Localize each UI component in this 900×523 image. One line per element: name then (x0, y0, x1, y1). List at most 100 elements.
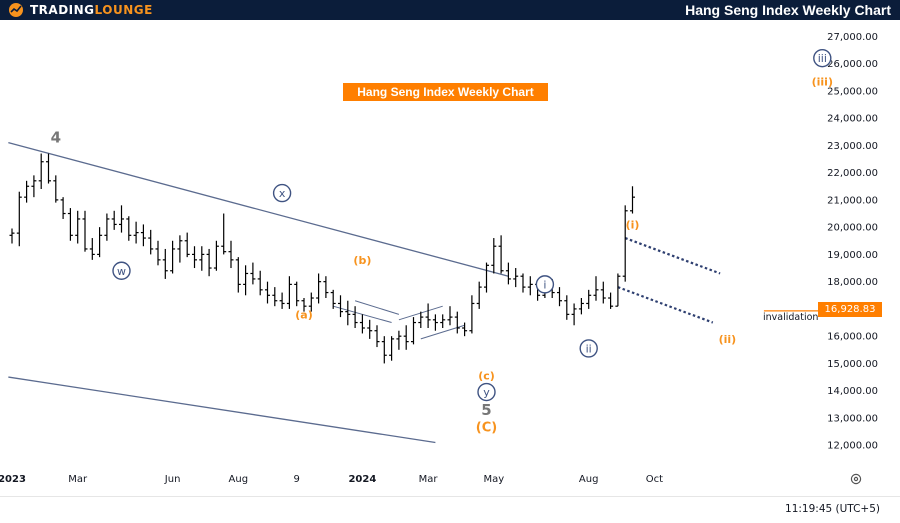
timezone-clock[interactable]: 11:19:45 (UTC+5) (785, 503, 880, 515)
ohlc-bar (469, 295, 475, 334)
ohlc-bar (301, 298, 307, 312)
bottom-toolbar: 11:19:45 (UTC+5) (0, 496, 900, 523)
ohlc-bar (221, 213, 227, 255)
ohlc-bar (67, 208, 73, 241)
ohlc-bar (31, 175, 37, 198)
wave-label-circle (579, 339, 598, 358)
y-tick-label: 23,000.00 (827, 141, 878, 152)
ohlc-bar (571, 303, 577, 326)
y-tick-label: 13,000.00 (827, 413, 878, 424)
ohlc-bar (53, 175, 59, 203)
ohlc-bar (447, 306, 453, 326)
ohlc-bar (104, 213, 110, 241)
ohlc-bar (418, 311, 424, 328)
wave-label-circle (477, 382, 496, 402)
ohlc-bar (600, 281, 606, 304)
x-tick-label: 2024 (348, 474, 376, 485)
x-tick-label: Oct (646, 474, 663, 485)
wave-label: (iii) (812, 75, 833, 88)
ohlc-bar (622, 205, 628, 282)
ohlc-bar (608, 292, 614, 309)
invalidation-label: invalidation (763, 312, 819, 323)
trend-line (617, 286, 714, 324)
ohlc-bar (374, 325, 380, 348)
y-tick-label: 20,000.00 (827, 223, 878, 234)
ohlc-bar (367, 319, 373, 339)
ohlc-bar (308, 292, 314, 312)
wave-label: (a) (295, 308, 312, 321)
x-tick-label: Jun (164, 474, 181, 485)
ohlc-bar (97, 227, 103, 258)
y-tick-label: 25,000.00 (827, 86, 878, 97)
x-tick-label: Mar (68, 474, 88, 485)
top-bar: TRADINGLOUNGE Hang Seng Index Weekly Cha… (0, 0, 900, 20)
current-price-label: 16,928.83 (818, 302, 882, 317)
ohlc-bar (338, 295, 343, 318)
chart-title-badge: Hang Seng Index Weekly Chart (343, 83, 548, 101)
ohlc-bar (279, 292, 285, 309)
y-tick-label: 19,000.00 (827, 250, 878, 261)
wave-label: w (117, 265, 126, 278)
wave-label: y (483, 386, 490, 399)
ohlc-bar (593, 276, 599, 301)
wave-label: (C) (476, 420, 497, 435)
x-tick-label: 2023 (0, 474, 26, 485)
ohlc-bar (403, 325, 409, 350)
ohlc-bar (24, 180, 30, 203)
ohlc-bar (235, 257, 241, 293)
wave-label: (b) (353, 254, 371, 267)
ohlc-bar (520, 273, 526, 293)
ohlc-bar (272, 287, 278, 307)
ohlc-bar (476, 281, 482, 309)
ohlc-bar (425, 303, 431, 328)
tradinglounge-logo: TRADINGLOUNGE (8, 2, 153, 18)
ohlc-bar (615, 273, 621, 307)
ohlc-bar (491, 238, 497, 274)
ohlc-bar (505, 262, 511, 285)
logo-mark-icon (9, 3, 23, 17)
header-title: Hang Seng Index Weekly Chart (685, 2, 891, 18)
ohlc-bar (206, 248, 212, 277)
logo-text-trading: TRADING (30, 3, 95, 17)
wave-label-circle (272, 183, 292, 203)
y-tick-label: 18,000.00 (827, 277, 878, 288)
settings-gear-icon[interactable] (850, 473, 862, 485)
ohlc-bar (119, 205, 124, 233)
x-tick-label: Aug (579, 474, 599, 485)
x-tick-label: Mar (419, 474, 439, 485)
ohlc-bar (389, 336, 395, 361)
y-tick-label: 26,000.00 (827, 59, 878, 70)
y-tick-label: 15,000.00 (827, 359, 878, 370)
ohlc-bar (140, 224, 146, 247)
ohlc-bar (484, 262, 489, 293)
ohlc-bar (170, 240, 176, 274)
ohlc-bar (177, 235, 183, 263)
ohlc-bar (155, 240, 161, 266)
ohlc-bar (133, 221, 139, 244)
y-tick-label: 24,000.00 (827, 114, 878, 125)
ohlc-bar (578, 298, 584, 315)
ohlc-bar (46, 153, 51, 184)
ohlc-bar (228, 240, 234, 269)
ohlc-bar (359, 314, 365, 334)
ohlc-bar (111, 210, 117, 230)
ohlc-bar (16, 191, 22, 247)
ohlc-bar (162, 248, 168, 279)
ohlc-bar (396, 330, 402, 350)
trend-line (624, 237, 721, 275)
wave-label-circle (535, 275, 555, 294)
wave-label: 4 (51, 129, 61, 147)
ohlc-bar (557, 287, 562, 307)
ohlc-bar (265, 281, 270, 304)
ohlc-bar (381, 336, 387, 364)
ohlc-bar (352, 306, 358, 328)
ohlc-bar (286, 276, 292, 309)
ohlc-bar (192, 246, 197, 269)
ohlc-bar (330, 289, 336, 309)
ohlc-bar (82, 210, 88, 252)
ohlc-bar (9, 228, 15, 244)
wave-label: 5 (481, 401, 491, 419)
ohlc-bar (257, 270, 263, 296)
ohlc-bar (527, 276, 533, 296)
